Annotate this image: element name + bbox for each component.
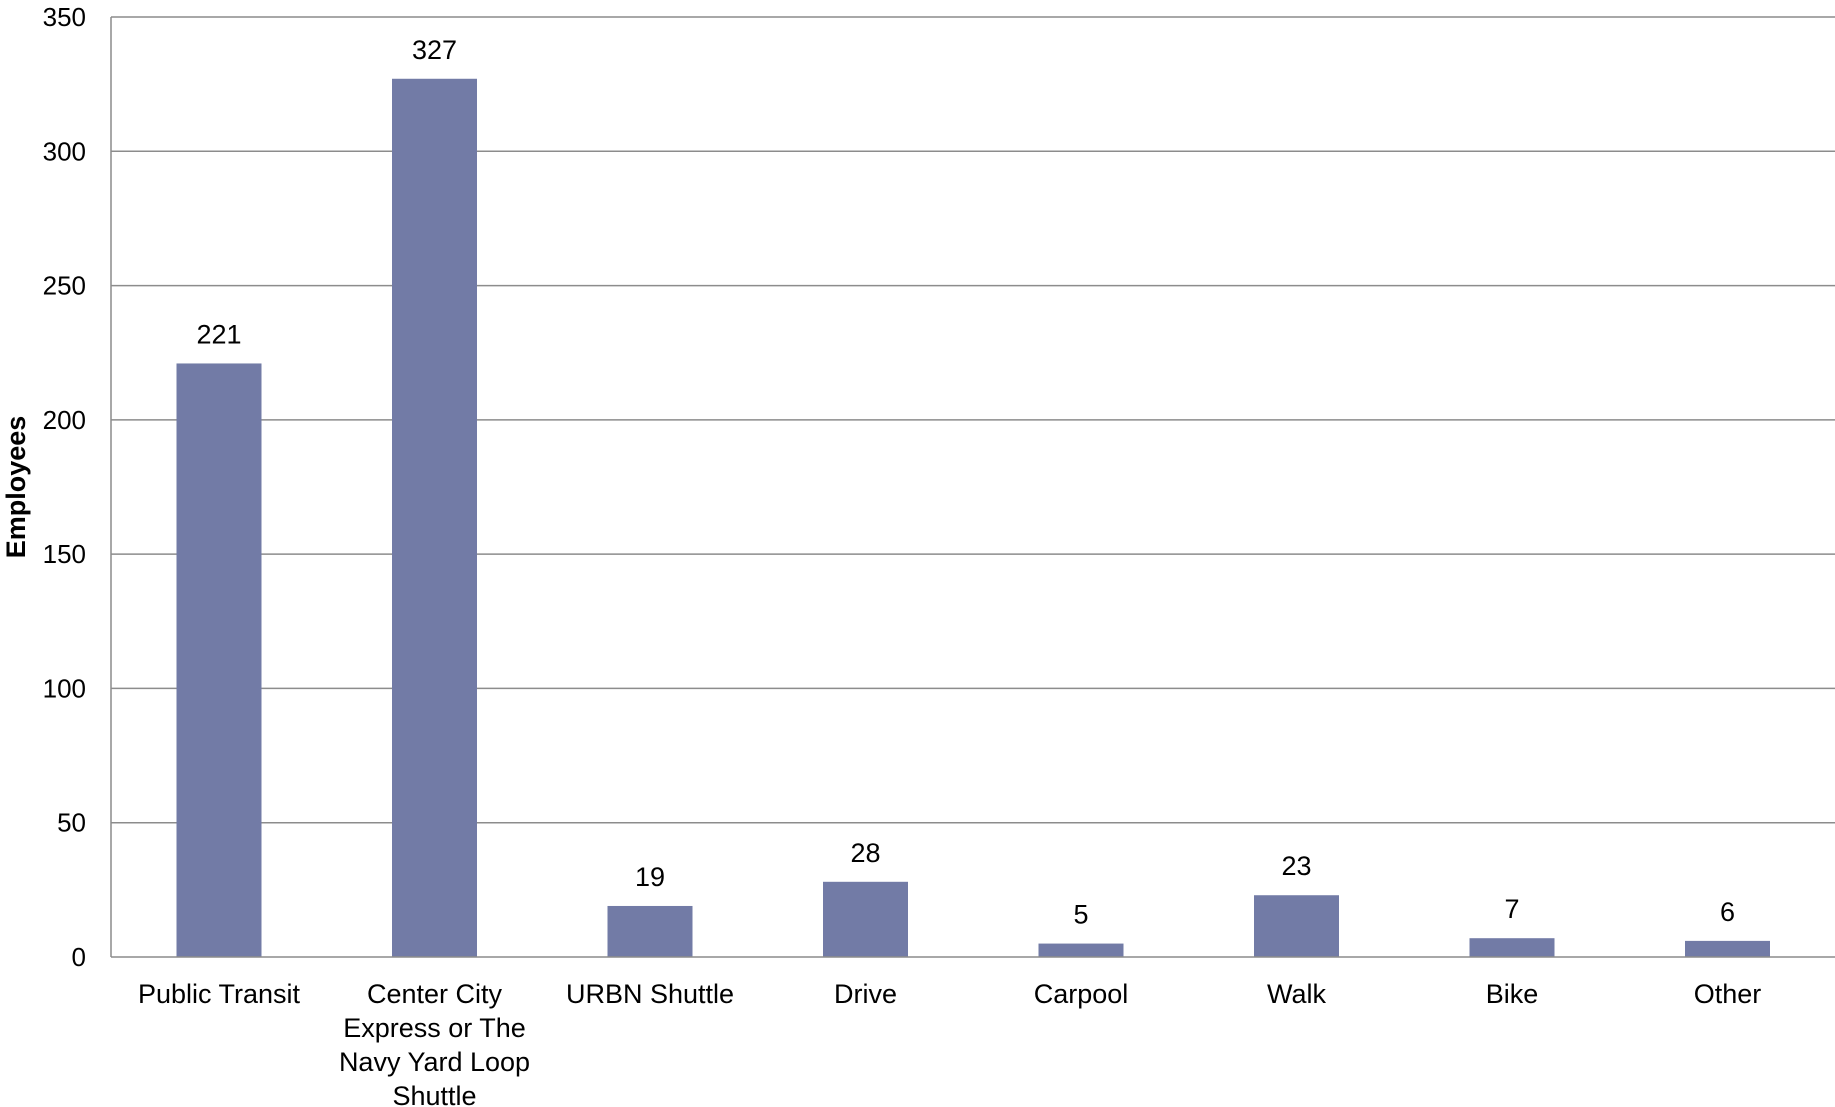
x-tick-label-line: Navy Yard Loop — [339, 1047, 530, 1077]
x-tick-label-line: URBN Shuttle — [566, 979, 734, 1009]
x-tick-label-line: Drive — [834, 979, 897, 1009]
bar-3 — [823, 881, 908, 957]
y-tick-label-200: 200 — [43, 405, 86, 435]
bar-6 — [1469, 938, 1555, 957]
x-tick-label-2: URBN Shuttle — [566, 979, 734, 1009]
x-tick-label-line: Express or The — [343, 1013, 526, 1043]
bar-5 — [1254, 895, 1339, 957]
y-tick-label-50: 50 — [57, 808, 86, 838]
data-label-1: 327 — [412, 35, 457, 65]
x-axis-labels: Public Transit Center City Express or The N… — [138, 979, 1761, 1107]
x-tick-label-line: Carpool — [1034, 979, 1129, 1009]
x-tick-label-0: Public Transit — [138, 979, 301, 1009]
data-label-3: 28 — [850, 838, 880, 868]
x-tick-label-line: Walk — [1267, 979, 1326, 1009]
data-label-2: 19 — [635, 862, 665, 892]
y-tick-label-250: 250 — [43, 271, 86, 301]
y-tick-label-150: 150 — [43, 539, 86, 569]
data-label-5: 23 — [1281, 851, 1311, 881]
bar-0 — [176, 363, 262, 957]
data-label-0: 221 — [196, 319, 241, 349]
data-labels: 221 327 19 28 5 23 7 6 — [196, 35, 1735, 930]
gridlines — [111, 16, 1835, 824]
y-tick-label-0: 0 — [72, 942, 86, 972]
x-tick-label-3: Drive — [834, 979, 897, 1009]
bar-1 — [392, 78, 477, 958]
x-tick-label-line: Other — [1694, 979, 1762, 1009]
x-tick-label-5: Walk — [1267, 979, 1326, 1009]
x-tick-label-1: Center City Express or The Navy Yard Loop S… — [339, 979, 530, 1107]
y-tick-label-350: 350 — [43, 2, 86, 32]
x-tick-label-line: Bike — [1486, 979, 1539, 1009]
x-tick-label-7: Other — [1694, 979, 1762, 1009]
bar-4 — [1038, 943, 1124, 957]
x-tick-label-line: Center City — [367, 979, 503, 1009]
x-tick-label-line: Shuttle — [392, 1081, 476, 1107]
bar-7 — [1685, 940, 1770, 957]
y-axis-ticks: 0 50 100 150 200 250 300 350 — [43, 2, 86, 972]
y-tick-label-100: 100 — [43, 673, 86, 703]
bars — [176, 78, 1770, 958]
x-tick-label-line: Public Transit — [138, 979, 301, 1009]
y-axis-title: Employees — [1, 416, 31, 559]
x-tick-label-4: Carpool — [1034, 979, 1129, 1009]
bar-2 — [607, 905, 693, 957]
x-tick-label-6: Bike — [1486, 979, 1539, 1009]
y-tick-label-300: 300 — [43, 136, 86, 166]
data-label-4: 5 — [1073, 900, 1088, 930]
data-label-6: 7 — [1504, 894, 1519, 924]
data-label-7: 6 — [1720, 897, 1735, 927]
